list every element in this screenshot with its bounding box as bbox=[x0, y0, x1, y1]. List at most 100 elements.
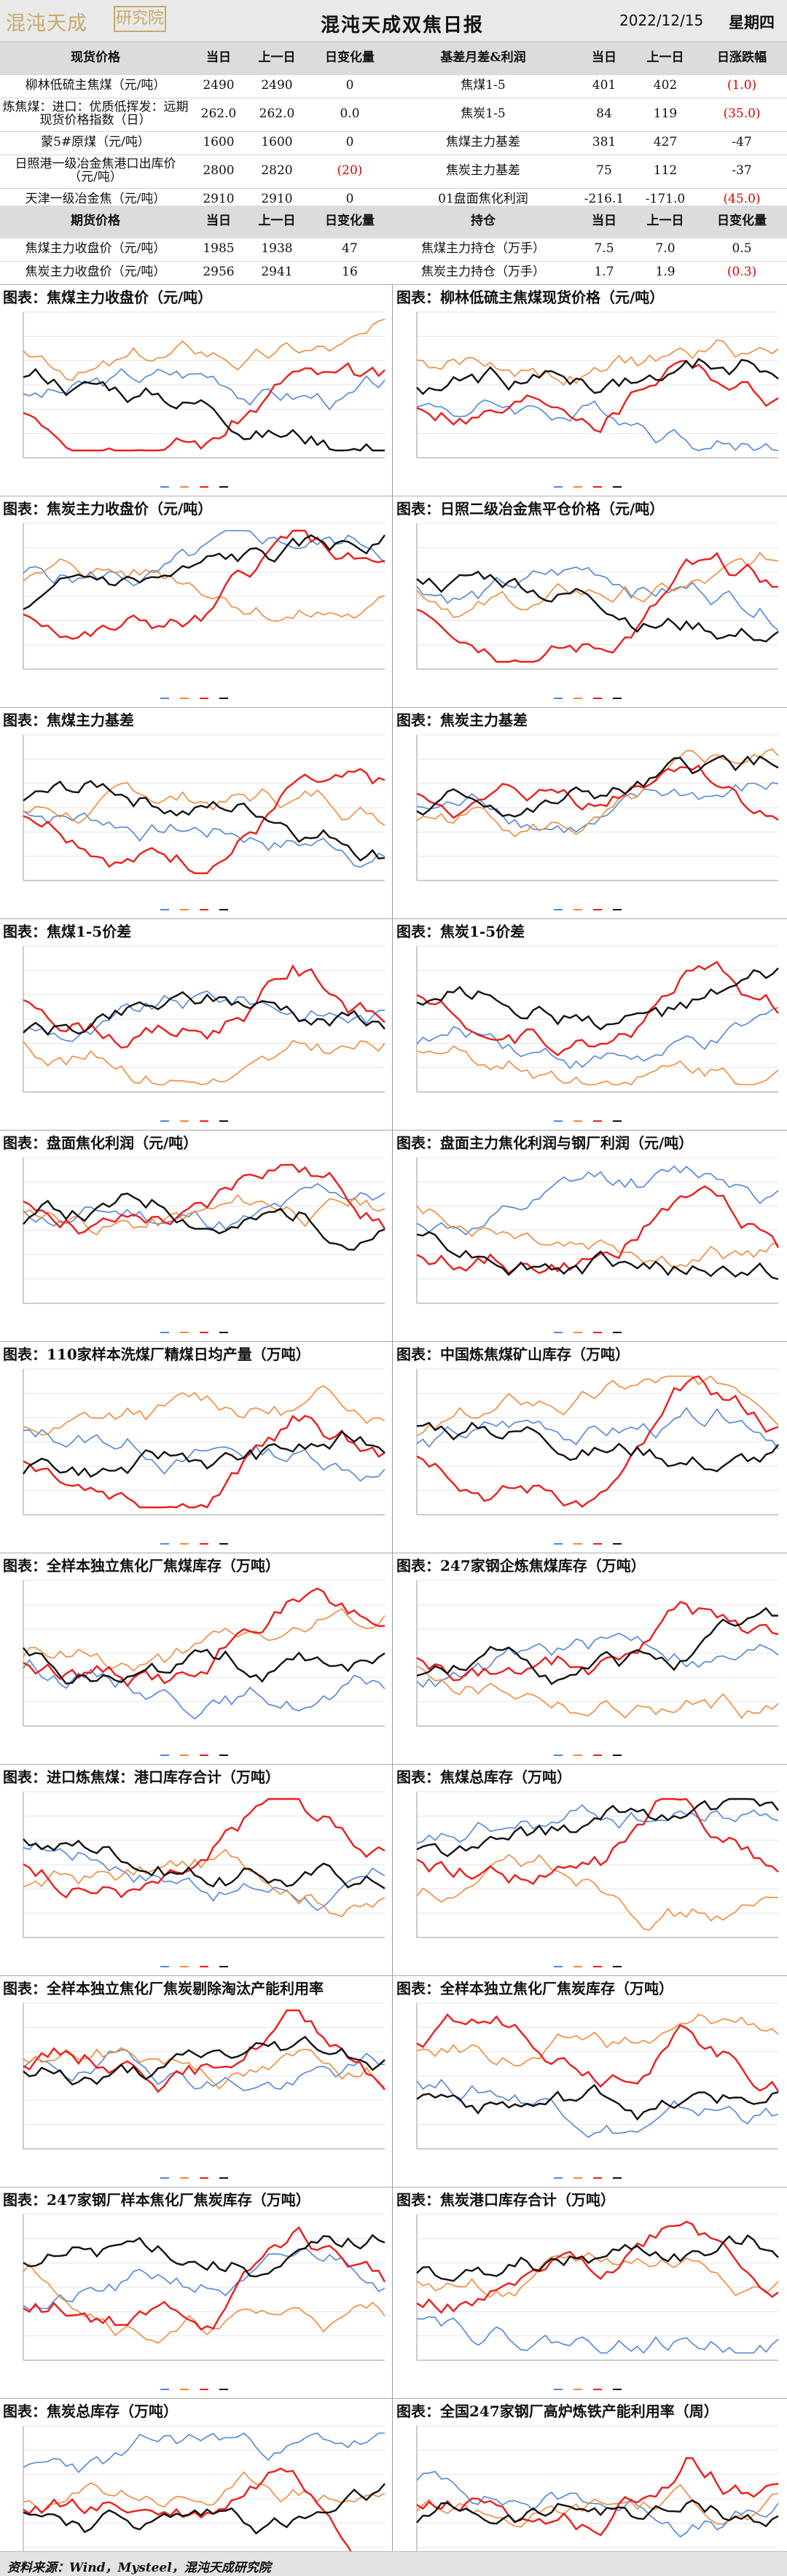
chart-panel: 图表：中国炼焦煤矿山库存（万吨） bbox=[394, 1341, 784, 1553]
row-separator bbox=[0, 1341, 787, 1342]
table-cell: 1985 bbox=[191, 238, 246, 262]
series-2020-line bbox=[23, 1607, 385, 1672]
series-2021-line bbox=[23, 1798, 385, 1899]
series-2022-line bbox=[416, 1231, 779, 1281]
chart-panel: 图表：盘面主力焦化利润与钢厂利润（元/吨） bbox=[394, 1130, 784, 1341]
row-separator bbox=[0, 1764, 787, 1765]
series-2020-line bbox=[416, 2252, 779, 2298]
series-2019-line bbox=[23, 1659, 385, 1720]
chart-panel: 图表：全样本独立焦化厂焦煤库存（万吨） bbox=[0, 1553, 391, 1764]
chart-legend bbox=[0, 695, 391, 701]
series-2021-line bbox=[416, 1601, 779, 1682]
chart-legend bbox=[394, 695, 784, 701]
series-2019-line bbox=[416, 1632, 779, 1688]
table-cell: 焦炭1-5 bbox=[392, 98, 574, 132]
series-2022-line bbox=[23, 780, 385, 862]
chart-title: 图表：全样本独立焦化厂焦煤库存（万吨） bbox=[3, 1557, 280, 1574]
series-2019-line bbox=[416, 1407, 779, 1450]
legend-swatch bbox=[219, 1752, 230, 1758]
series-2020-line bbox=[23, 2263, 385, 2344]
chart-legend bbox=[394, 1330, 784, 1335]
legend-swatch bbox=[573, 1541, 584, 1547]
table-cell: 焦炭主力基差 bbox=[392, 155, 574, 189]
legend-swatch bbox=[573, 1118, 584, 1124]
legend-swatch bbox=[160, 484, 171, 490]
series-2022-line bbox=[23, 1647, 385, 1685]
chart-panel: 图表：全国247家钢厂高炉炼铁产能利用率（周） bbox=[394, 2398, 784, 2576]
row-separator bbox=[0, 707, 787, 708]
legend-swatch bbox=[554, 2386, 565, 2392]
legend-swatch bbox=[613, 907, 624, 913]
chart-panel: 图表：247家钢企炼焦煤库存（万吨） bbox=[394, 1553, 784, 1764]
series-2021-line bbox=[23, 1163, 386, 1235]
series-2019-line bbox=[416, 1804, 779, 1844]
row-separator bbox=[0, 2398, 787, 2399]
series-2020-line bbox=[416, 552, 779, 618]
legend-swatch bbox=[554, 1541, 565, 1547]
table-cell: 16 bbox=[308, 261, 392, 285]
table-cell: 401 bbox=[574, 74, 634, 98]
legend-swatch bbox=[219, 2386, 230, 2392]
chart-legend bbox=[0, 2386, 391, 2392]
legend-swatch bbox=[160, 1118, 171, 1124]
table-cell: 75 bbox=[574, 155, 634, 189]
chart-panel: 图表：焦炭主力基差 bbox=[394, 707, 784, 918]
legend-swatch bbox=[613, 1330, 624, 1335]
table-row: 蒙5#原煤（元/吨） 1600 1600 0 焦煤主力基差 381 427 -4… bbox=[0, 131, 787, 155]
series-2019-line bbox=[416, 2470, 779, 2538]
legend-swatch bbox=[200, 1541, 211, 1547]
table-cell: 2956 bbox=[191, 261, 246, 285]
chart-plot bbox=[416, 2214, 779, 2361]
series-2021-line bbox=[23, 2226, 386, 2331]
series-2019-line bbox=[23, 2432, 385, 2473]
series-2020-line bbox=[416, 339, 779, 386]
series-2021-line bbox=[23, 2009, 385, 2093]
legend-swatch bbox=[180, 2386, 191, 2392]
legend-swatch bbox=[180, 484, 191, 490]
series-2021-line bbox=[23, 768, 385, 875]
series-2020-line bbox=[23, 2047, 385, 2090]
series-2020-line bbox=[416, 748, 779, 838]
report-header: 混沌天成 研究院 混沌天成双焦日报 2022/12/15 星期四 bbox=[0, 0, 787, 42]
legend-swatch bbox=[554, 1752, 565, 1758]
header-cell: 日变化量 bbox=[697, 206, 787, 238]
legend-swatch bbox=[219, 484, 230, 490]
series-2020-line bbox=[416, 2483, 779, 2528]
table-cell: 1.9 bbox=[634, 261, 697, 285]
series-2021-line bbox=[23, 362, 385, 452]
chart-plot bbox=[23, 1580, 385, 1727]
legend-swatch bbox=[573, 484, 584, 490]
table-cell: 焦煤主力持仓（万手） bbox=[392, 238, 574, 262]
chart-title: 图表：110家样本洗煤厂精煤日均产量（万吨） bbox=[3, 1346, 310, 1363]
legend-swatch bbox=[200, 695, 211, 701]
series-2022-line bbox=[23, 2483, 385, 2535]
table-cell: 262.0 bbox=[191, 98, 246, 132]
legend-swatch bbox=[219, 907, 230, 913]
series-2021-line bbox=[416, 764, 779, 821]
chart-panel: 图表：焦炭主力收盘价（元/吨） bbox=[0, 496, 391, 707]
table-cell: 1600 bbox=[246, 131, 308, 155]
futures-table: 期货价格 当日 上一日 日变化量 持仓 当日 上一日 日变化量 焦煤主力收盘价（… bbox=[0, 206, 787, 285]
series-2019-line bbox=[23, 1841, 385, 1911]
table-cell: 焦煤主力收盘价（元/吨） bbox=[0, 238, 191, 262]
chart-plot bbox=[23, 523, 385, 670]
series-2020-line bbox=[416, 1205, 779, 1270]
series-2022-line bbox=[416, 2499, 779, 2528]
series-2022-line bbox=[23, 2233, 385, 2278]
row-separator bbox=[0, 1975, 787, 1976]
legend-swatch bbox=[180, 1118, 191, 1124]
legend-swatch bbox=[613, 2175, 624, 2181]
chart-panel: 图表：进口炼焦煤：港口库存合计（万吨） bbox=[0, 1764, 391, 1975]
table-cell: 2490 bbox=[246, 74, 308, 98]
series-2020-line bbox=[416, 2013, 779, 2066]
legend-swatch bbox=[160, 907, 171, 913]
table-cell: 402 bbox=[634, 74, 697, 98]
chart-legend bbox=[0, 1118, 391, 1124]
series-2019-line bbox=[416, 2316, 779, 2354]
chart-plot bbox=[416, 311, 779, 458]
chart-plot bbox=[416, 523, 779, 670]
series-2019-line bbox=[416, 566, 779, 631]
chart-plot bbox=[23, 1368, 385, 1515]
series-2022-line bbox=[416, 1798, 779, 1857]
chart-panel: 图表：焦煤主力收盘价（元/吨） bbox=[0, 284, 391, 496]
